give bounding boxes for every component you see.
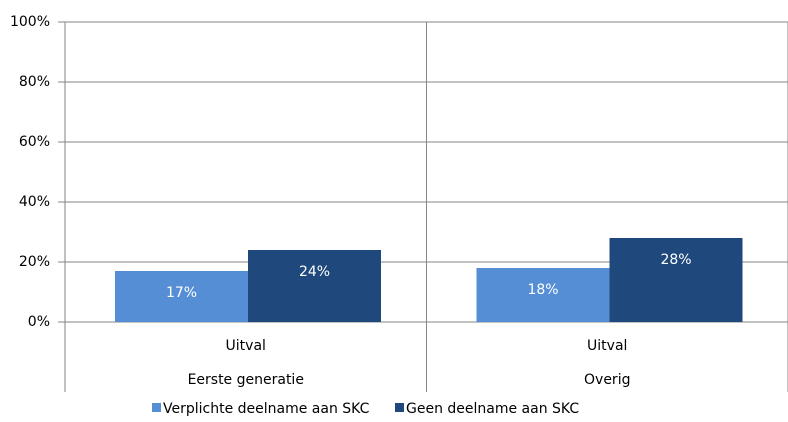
bar (115, 271, 248, 322)
y-tick-label: 0% (28, 314, 50, 330)
y-tick-label: 20% (19, 254, 50, 270)
value-label: 28% (660, 252, 691, 268)
y-tick-label: 60% (19, 134, 50, 150)
legend-swatch (152, 403, 161, 412)
y-tick-label: 40% (19, 194, 50, 210)
y-tick-label: 100% (10, 14, 50, 30)
bar (609, 238, 743, 322)
legend-label: Verplichte deelname aan SKC (163, 401, 370, 417)
x-tick-label: Uitval (226, 338, 266, 354)
legend-swatch (395, 403, 404, 412)
value-label: 18% (527, 282, 558, 298)
bar (476, 268, 610, 322)
bar (248, 250, 381, 322)
group-label: Overig (584, 372, 630, 388)
value-label: 24% (299, 264, 330, 280)
value-label: 17% (166, 285, 197, 301)
y-tick-label: 80% (19, 74, 50, 90)
x-tick-label: Uitval (587, 338, 627, 354)
group-label: Eerste generatie (188, 372, 304, 388)
legend-label: Geen deelname aan SKC (406, 401, 579, 417)
